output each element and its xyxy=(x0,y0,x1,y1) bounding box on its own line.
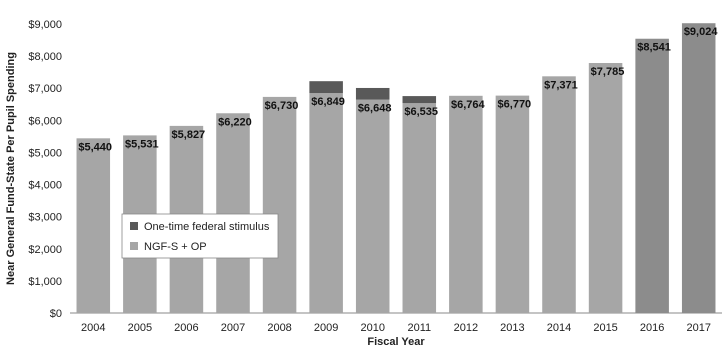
data-label: $5,827 xyxy=(172,129,206,141)
x-tick-label: 2007 xyxy=(221,322,245,334)
x-axis-title: Fiscal Year xyxy=(367,336,425,348)
bar-ngfs-op xyxy=(355,99,390,313)
legend-box xyxy=(121,213,279,259)
bar-ngfs-op xyxy=(588,63,623,313)
y-tick-label: $3,000 xyxy=(28,212,62,224)
x-tick-label: 2006 xyxy=(174,322,198,334)
bar-ngfs-op xyxy=(216,113,250,313)
data-label: $6,770 xyxy=(498,99,532,111)
x-tick-label: 2010 xyxy=(360,322,384,334)
x-tick-label: 2016 xyxy=(640,322,664,334)
y-tick-label: $2,000 xyxy=(28,244,62,256)
y-tick-label: $1,000 xyxy=(28,276,62,288)
y-tick-label: $6,000 xyxy=(28,115,62,127)
bar-ngfs-op xyxy=(542,76,576,314)
bar-federal-stimulus xyxy=(355,87,390,100)
legend-label: One-time federal stimulus xyxy=(144,221,270,233)
data-label: $7,785 xyxy=(591,66,625,78)
data-label: $8,541 xyxy=(637,42,671,54)
x-tick-label: 2009 xyxy=(314,322,338,334)
bar-federal-stimulus xyxy=(309,81,343,94)
y-tick-label: $9,000 xyxy=(28,19,62,31)
x-tick-label: 2008 xyxy=(267,322,291,334)
x-tick-label: 2012 xyxy=(454,322,478,334)
legend-swatch xyxy=(130,242,138,250)
data-label: $6,535 xyxy=(404,106,438,118)
bar-federal-stimulus xyxy=(402,96,437,104)
y-tick-label: $4,000 xyxy=(28,180,62,192)
data-label: $6,730 xyxy=(265,100,299,112)
bar-ngfs-op xyxy=(449,95,483,313)
data-label: $6,220 xyxy=(218,116,252,128)
y-axis-title: Near General Fund-State Per Pupil Spendi… xyxy=(5,52,17,285)
legend: One-time federal stimulus NGF-S + OP xyxy=(121,213,279,259)
y-axis-ticks: $0 $1,000 $2,000 $3,000 $4,000 $5,000 $6,000 $7… xyxy=(28,19,62,320)
bars-group xyxy=(76,23,716,314)
bar-ngfs-op xyxy=(402,103,437,313)
data-labels-group: $5,440 $5,531 $5,827 $6,220 $6,730 $6,849 $6,6… xyxy=(78,26,718,153)
data-label: $7,371 xyxy=(544,79,578,91)
bar-ngfs-op xyxy=(76,138,111,313)
data-label: $9,024 xyxy=(684,26,719,38)
data-label: $5,440 xyxy=(78,141,112,153)
x-tick-label: 2011 xyxy=(407,322,431,334)
x-tick-label: 2017 xyxy=(686,322,710,334)
y-tick-label: $5,000 xyxy=(28,147,62,159)
x-axis-ticks: 2004 2005 2006 2007 2008 2009 2010 2011 2012 2013… xyxy=(81,322,711,334)
x-tick-label: 2004 xyxy=(81,322,105,334)
y-tick-label: $7,000 xyxy=(28,83,62,95)
bar-ngfs-op xyxy=(262,96,297,314)
x-tick-label: 2014 xyxy=(547,322,571,334)
bar-ngfs-op xyxy=(635,38,669,313)
data-label: $6,849 xyxy=(311,96,345,108)
bar-ngfs-op xyxy=(681,23,716,313)
bar-ngfs-op xyxy=(309,93,343,313)
data-label: $6,648 xyxy=(358,103,392,115)
x-tick-label: 2013 xyxy=(500,322,524,334)
y-tick-label: $8,000 xyxy=(28,51,62,63)
y-tick-label: $0 xyxy=(50,308,62,320)
data-label: $5,531 xyxy=(125,138,159,150)
legend-swatch xyxy=(130,222,138,230)
bar-ngfs-op xyxy=(495,95,530,313)
x-tick-label: 2015 xyxy=(593,322,617,334)
data-label: $6,764 xyxy=(451,99,486,111)
legend-label: NGF-S + OP xyxy=(144,241,207,253)
x-tick-label: 2005 xyxy=(128,322,152,334)
